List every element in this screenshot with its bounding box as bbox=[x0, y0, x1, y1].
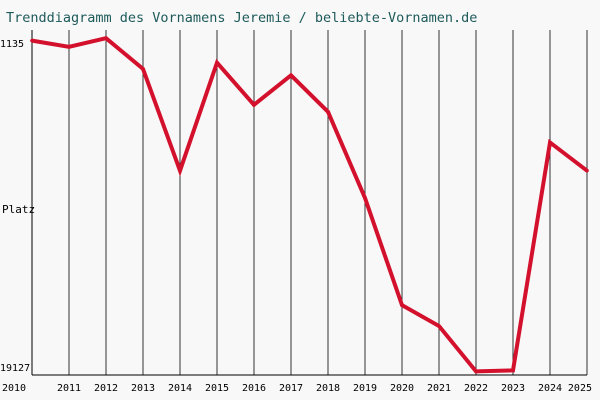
data-point-2022 bbox=[474, 369, 478, 374]
x-tick-label-2023: 2023 bbox=[501, 383, 525, 394]
x-tick-label-2011: 2011 bbox=[57, 383, 81, 394]
data-point-2011 bbox=[67, 45, 71, 49]
data-point-2014 bbox=[178, 168, 182, 173]
y-axis-label: Platz bbox=[2, 203, 35, 216]
data-point-2015 bbox=[215, 60, 219, 65]
x-tick-label-2012: 2012 bbox=[94, 383, 118, 394]
x-tick-label-2021: 2021 bbox=[427, 383, 451, 394]
x-tick-label-2020: 2020 bbox=[390, 383, 414, 394]
grid-lines bbox=[31, 30, 588, 375]
data-point-2012 bbox=[104, 36, 108, 40]
series-line-0 bbox=[31, 35, 589, 374]
data-point-2025 bbox=[585, 168, 589, 173]
x-tick-label-2018: 2018 bbox=[316, 383, 340, 394]
data-point-2010 bbox=[30, 38, 34, 43]
y-tick-labels: 1135 19127 bbox=[0, 39, 30, 374]
x-tick-label-2025: 2025 bbox=[568, 383, 592, 394]
x-tick-label-2019: 2019 bbox=[353, 383, 377, 394]
data-point-2024 bbox=[548, 140, 552, 145]
data-point-2020 bbox=[400, 303, 404, 307]
chart-title: Trenddiagramm des Vornamens Jeremie / be… bbox=[6, 10, 477, 26]
x-tick-label-2010: 2010 bbox=[2, 383, 26, 394]
x-tick-labels: 2010 2011 2012 2013 2014 2015 2016 2017 2018 2019… bbox=[2, 383, 592, 394]
x-tick-label-2014: 2014 bbox=[168, 383, 192, 394]
data-point-2018 bbox=[326, 110, 330, 114]
y-tick-label-bottom: 19127 bbox=[0, 363, 30, 374]
data-point-2013 bbox=[141, 67, 145, 71]
data-point-2017 bbox=[289, 73, 293, 78]
x-tick-label-2016: 2016 bbox=[242, 383, 266, 394]
x-tick-label-2024: 2024 bbox=[538, 383, 562, 394]
data-point-2021 bbox=[437, 324, 441, 328]
axes bbox=[31, 30, 587, 376]
data-point-2019 bbox=[363, 196, 367, 200]
x-tick-label-2015: 2015 bbox=[205, 383, 229, 394]
x-tick-label-2017: 2017 bbox=[279, 383, 303, 394]
y-tick-label-top: 1135 bbox=[0, 39, 24, 50]
x-tick-label-2022: 2022 bbox=[464, 383, 488, 394]
x-tick-label-2013: 2013 bbox=[131, 383, 155, 394]
data-point-2016 bbox=[252, 103, 256, 107]
series-line-group bbox=[30, 35, 589, 374]
data-point-2023 bbox=[511, 368, 515, 373]
